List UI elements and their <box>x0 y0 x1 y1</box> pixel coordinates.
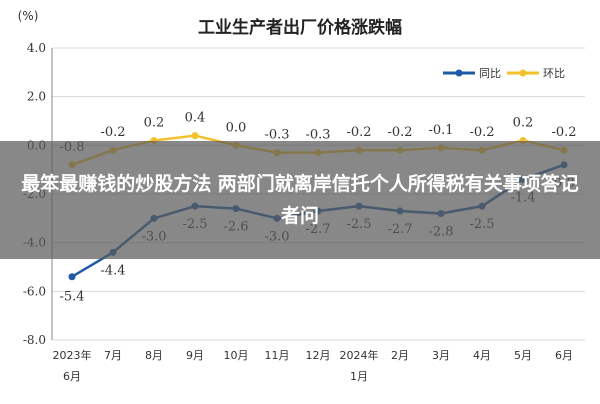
data-label-1: 0.4 <box>185 111 206 126</box>
y-unit-label: (%) <box>18 9 39 23</box>
legend-label-mom: 环比 <box>543 67 565 80</box>
headline-text[interactable]: 最笨最赚钱的炒股方法 两部门就离岸信托个人所得税有关事项答记者问 <box>21 173 579 227</box>
legend-label-yoy: 同比 <box>479 67 501 80</box>
x-tick-label: 2024年 <box>340 348 379 362</box>
x-tick-label: 2023年 <box>53 348 92 362</box>
data-label-1: -0.3 <box>264 128 289 143</box>
x-tick-label: 10月 <box>224 349 249 362</box>
data-label-1: -0.2 <box>100 125 125 140</box>
data-label-0: -5.4 <box>59 290 84 305</box>
x-tick-label: 2月 <box>391 349 409 362</box>
data-label-1: -0.2 <box>551 125 576 140</box>
x-tick-label: 5月 <box>514 349 532 362</box>
y-tick-label: 4.0 <box>27 41 46 55</box>
x-tick-label-line2: 1月 <box>350 370 368 383</box>
data-label-1: -0.1 <box>428 123 453 138</box>
headline-overlay[interactable]: 最笨最赚钱的炒股方法 两部门就离岸信托个人所得税有关事项答记者问 <box>0 141 600 259</box>
x-tick-label: 11月 <box>265 349 290 362</box>
y-tick-label: -8.0 <box>23 333 46 347</box>
x-tick-label: 9月 <box>186 349 204 362</box>
y-tick-label: 2.0 <box>27 90 46 104</box>
x-tick-label: 4月 <box>473 349 491 362</box>
x-tick-label: 3月 <box>432 349 450 362</box>
data-point-1 <box>191 132 199 140</box>
legend-marker-yoy <box>455 69 463 77</box>
x-tick-label: 6月 <box>555 349 573 362</box>
data-label-1: 0.0 <box>226 120 247 135</box>
data-label-0: -4.4 <box>100 263 125 278</box>
data-point-0 <box>68 273 76 281</box>
x-tick-label-line2: 6月 <box>63 370 81 383</box>
data-label-1: -0.2 <box>469 125 494 140</box>
data-label-1: -0.2 <box>346 125 371 140</box>
legend: 同比 环比 <box>443 67 565 80</box>
x-tick-label: 7月 <box>104 349 122 362</box>
x-tick-label: 12月 <box>306 349 331 362</box>
chart-title: 工业生产者出厂价格涨跌幅 <box>198 17 402 38</box>
data-label-1: 0.2 <box>144 115 165 130</box>
legend-marker-mom <box>519 69 527 77</box>
y-tick-label: -6.0 <box>23 284 46 298</box>
x-tick-label: 8月 <box>145 349 163 362</box>
data-label-1: 0.2 <box>513 115 534 130</box>
data-label-1: -0.3 <box>305 128 330 143</box>
x-axis-ticks: 2023年 6月 7月 8月 9月 10月 11月 12月 2024年 1月 2月 3月 4月 5月 6月 <box>53 348 574 383</box>
data-label-1: -0.2 <box>387 125 412 140</box>
